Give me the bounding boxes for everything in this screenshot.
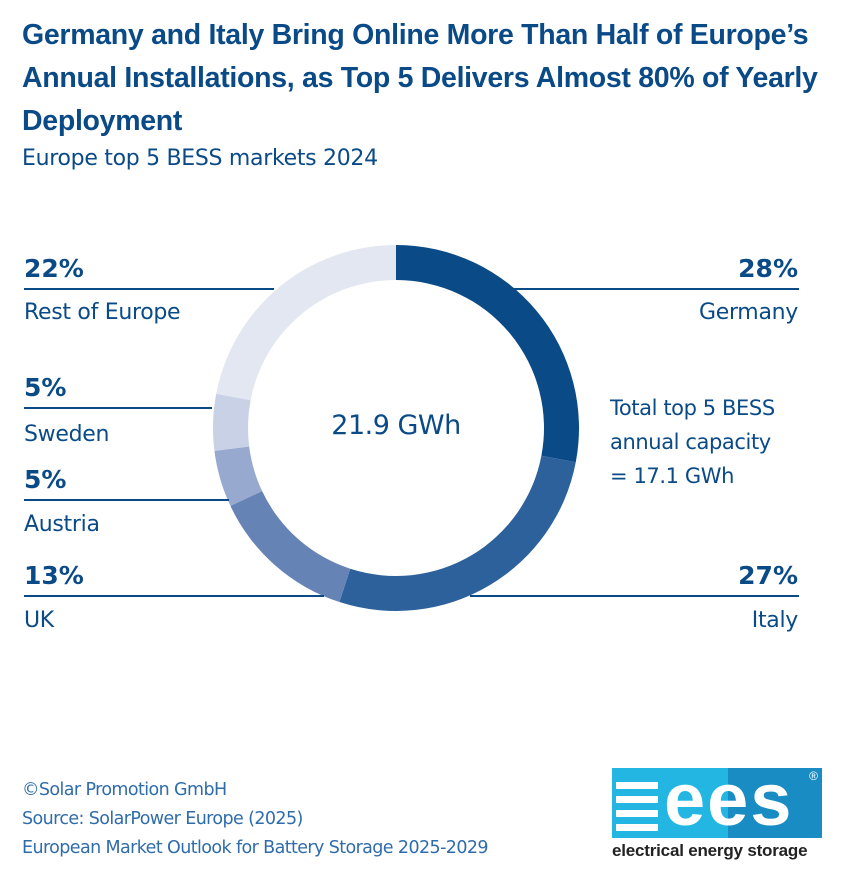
donut-center-label: 21.9 GWh [331,410,461,441]
slice-label-germany: Germany [698,300,798,325]
slice-label-uk: UK [24,608,54,633]
leader-line-uk [24,595,324,597]
copyright-line: ©Solar Promotion GmbH [22,780,227,800]
annotation-line: = 17.1 GWh [610,464,735,488]
logo-tagline: electrical energy storage [612,841,808,860]
logo-stripe [616,824,658,831]
source-line: Source: SolarPower Europe (2025) [22,809,303,829]
publication-line: European Market Outlook for Battery Stor… [22,838,489,858]
pct-label-germany: 28% [738,254,798,283]
slice-label-rest-of-europe: Rest of Europe [24,300,181,325]
leader-line-austria [24,499,229,501]
registered-mark-icon: ® [809,769,818,783]
slice-label-austria: Austria [24,512,100,537]
logo-wordmark: ees [664,758,794,841]
leader-line-italy [470,595,799,597]
ees-logo: ees ® electrical energy storage [612,760,822,861]
logo-stripe [616,782,658,789]
pct-label-austria: 5% [24,465,67,494]
logo-stripe [616,796,658,803]
donut-slice-germany [396,245,579,463]
leader-line-sweden [24,407,212,409]
leader-line-germany [513,288,799,290]
donut-slice-uk [230,491,351,603]
chart-title: Germany and Italy Bring Online More Than… [22,19,818,137]
pct-label-rest-of-europe: 22% [24,254,84,283]
donut-slice-italy [339,455,576,611]
chart-subtitle: Europe top 5 BESS markets 2024 [22,146,378,171]
slice-label-italy: Italy [751,608,799,633]
slice-label-sweden: Sweden [24,422,110,447]
pct-label-sweden: 5% [24,373,67,402]
logo-stripe [616,810,658,817]
annotation-line: annual capacity [610,430,771,454]
pct-label-uk: 13% [24,561,84,590]
donut-slice-austria [214,446,263,506]
donut-slice-rest-of-europe [216,245,396,401]
donut-slice-sweden [213,393,251,451]
leader-line-rest-of-europe [24,288,274,290]
logo-mark: ees ® [612,760,822,840]
source-footer: ©Solar Promotion GmbH Source: SolarPower… [22,776,489,863]
pct-label-italy: 27% [738,561,798,590]
annotation-line: Total top 5 BESS [610,396,775,420]
total-capacity-annotation: Total top 5 BESS annual capacity = 17.1 … [610,391,775,493]
